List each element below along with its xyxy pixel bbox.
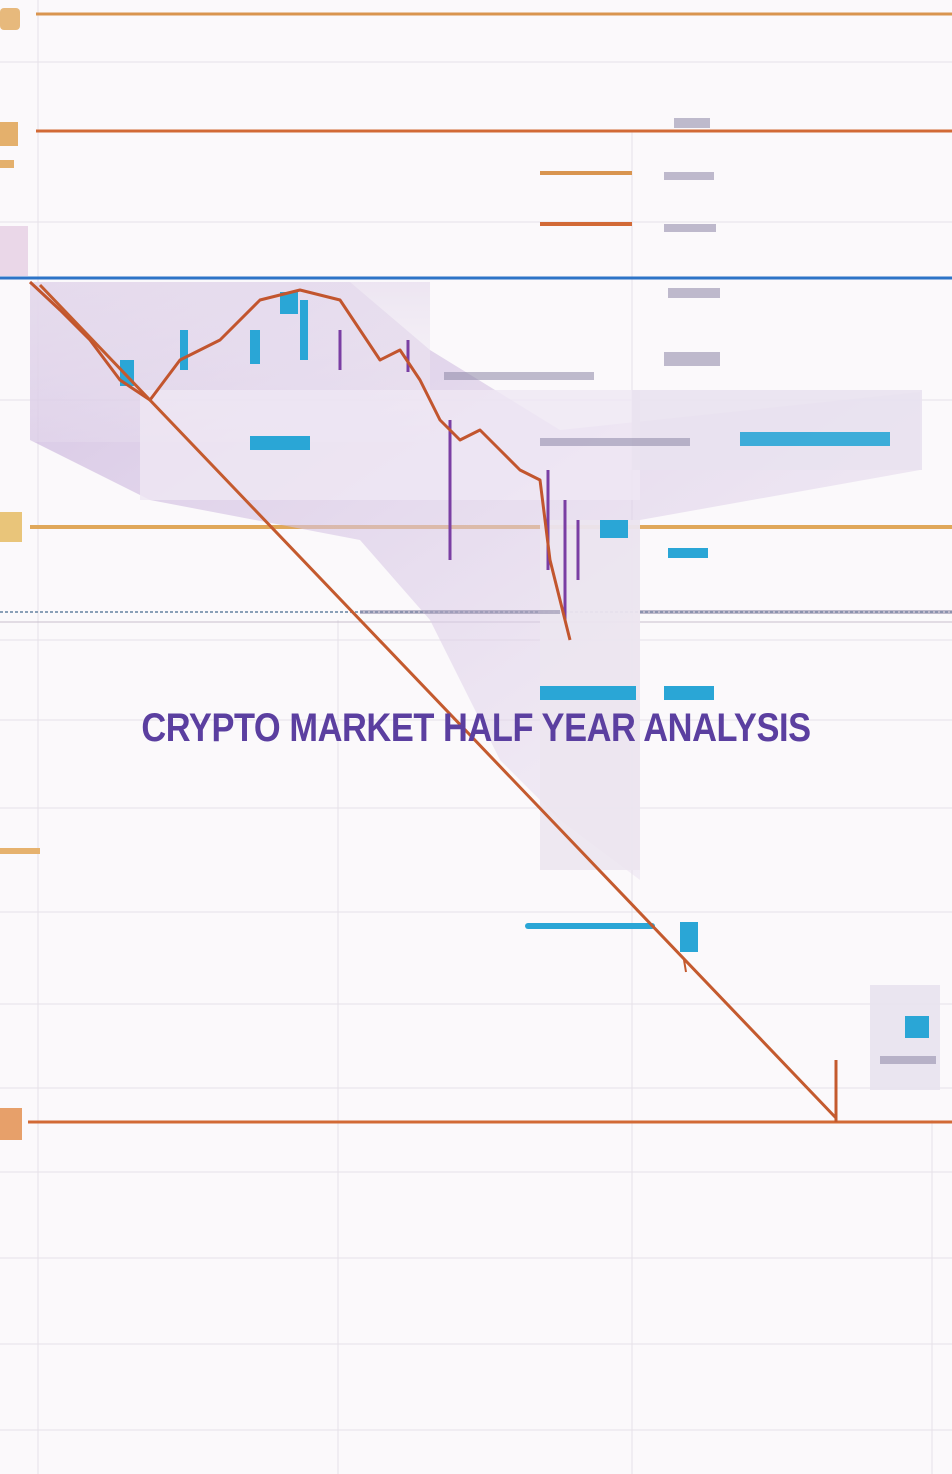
axis-markers [0,8,40,1140]
downtrend-line-graphic [38,283,838,1122]
price-label-blobs [360,118,952,1064]
page-title: CRYPTO MARKET HALF YEAR ANALYSIS [141,706,811,750]
candlestick-chart-graphic [28,280,940,1090]
